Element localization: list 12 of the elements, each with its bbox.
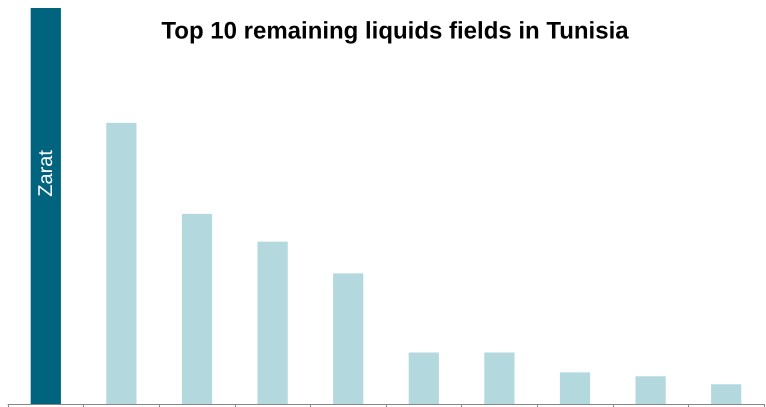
chart-title: Top 10 remaining liquids fields in Tunisia <box>161 18 630 44</box>
bar <box>30 8 61 404</box>
x-tick-label: Zarat <box>34 150 57 197</box>
bar <box>408 352 439 404</box>
bar <box>560 372 590 404</box>
bar <box>182 214 212 404</box>
bar <box>484 352 515 404</box>
bar <box>635 376 666 404</box>
bar <box>333 273 364 404</box>
bar <box>257 242 288 404</box>
bar <box>106 122 137 404</box>
bar <box>711 384 742 404</box>
